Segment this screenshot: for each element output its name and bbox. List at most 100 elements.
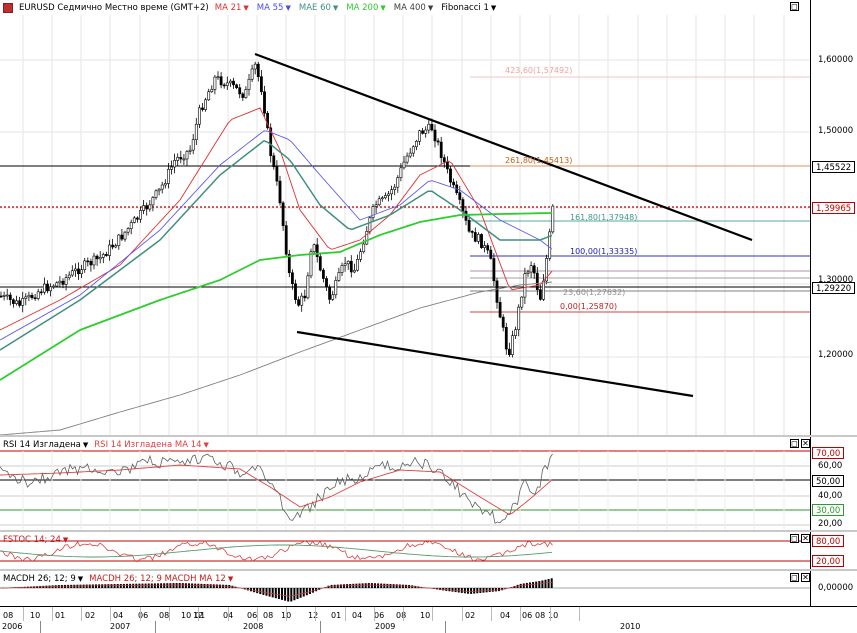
macd-ma-title[interactable]: MACDH 26; 12; 9 MACDH MA 12 ▼ [89,573,234,584]
indicator-label-0[interactable]: MA 21 ▼ [214,2,249,13]
macd-pane[interactable]: MACDH 26; 12; 9 ▼ MACDH 26; 12; 9 MACDH M… [0,571,857,606]
rsi-ma-line [0,464,553,515]
rsi-tick-30: 30,00 [812,504,845,516]
price-pane-header: EURUSD Седмично Местно време (GMT+2) MA … [3,1,496,14]
pane-splitter[interactable] [0,569,857,571]
indicator-label-3[interactable]: MA 200 ▼ [346,2,386,13]
chart-symbol-icon[interactable] [3,2,13,13]
candle-body [225,82,229,86]
indicator-label-1[interactable]: MA 55 ▼ [256,2,291,13]
time-axis-divider [23,607,24,621]
macd-bar [122,583,125,588]
candle-body [486,245,490,251]
macd-bar [281,588,283,600]
indicator-label-2[interactable]: MAE 60 ▼ [298,2,339,13]
macd-plot-area[interactable] [0,571,810,606]
stoch-pane-header: FSTOC 14; 24 ▼ [3,533,68,546]
stoch-plot-area[interactable] [0,532,810,569]
time-axis-divider [286,607,287,621]
macd-bar [535,581,538,588]
candle-body [204,99,208,110]
macd-bar [147,583,150,588]
time-axis-month-label: 08 [535,611,546,620]
time-axis-month-label: 08 [159,611,170,620]
pane-splitter[interactable] [0,435,857,437]
macd-bar [132,583,135,588]
macd-bar [361,583,364,588]
stoch-pane[interactable]: FSTOC 14; 24 ▼ ◻ ✕ 80,00 20,00 [0,532,857,569]
restore-icon[interactable]: ◻ [790,573,799,582]
chevron-down-icon[interactable]: ▼ [332,3,339,12]
macd-bar [544,579,547,588]
close-icon[interactable]: ✕ [801,534,810,543]
chevron-down-icon[interactable]: ▼ [285,3,291,12]
price-chart[interactable] [0,0,810,436]
candle-body [467,220,471,232]
macd-chart[interactable] [0,571,810,606]
macd-bar [305,588,308,596]
stoch-title[interactable]: FSTOC 14; 24 ▼ [3,534,69,545]
rsi-ma-title[interactable]: RSI 14 Изгладена MA 14 ▼ [94,439,209,450]
price-pane[interactable]: EURUSD Седмично Местно време (GMT+2) MA … [0,0,857,436]
stoch-chart[interactable] [0,532,810,569]
rsi-tick-20: 20,00 [818,519,843,529]
candle-body [269,127,273,157]
rsi-plot-area[interactable] [0,437,810,530]
candle-body [418,130,421,142]
rsi-pane[interactable]: RSI 14 Изгладена ▼ RSI 14 Изгладена MA 14… [0,437,857,530]
close-icon[interactable]: ✕ [801,573,810,582]
macd-bar [538,581,541,588]
candle-body [349,260,353,273]
chevron-down-icon[interactable]: ▼ [243,3,249,12]
candle-body [427,123,431,131]
time-axis-year-divider [40,621,41,633]
candle-body [15,300,18,304]
macd-bar [389,584,392,588]
time-axis-month-label: 10 [30,611,41,620]
macd-bar [380,583,383,588]
pane-splitter[interactable] [0,530,857,532]
candle-body [216,76,220,79]
chevron-down-icon[interactable]: ▼ [427,3,434,12]
candle-body [154,190,158,198]
time-axis-year-label: 2007 [110,622,131,631]
candle-body [167,169,170,184]
mae60-line [0,139,553,351]
macd-bar [191,583,194,588]
candle-body [18,300,22,306]
macd-bar [488,588,491,593]
restore-icon[interactable]: ◻ [790,2,799,11]
candle-body [449,168,452,183]
rsi-chart[interactable] [0,437,810,530]
close-icon[interactable]: ✕ [801,439,810,448]
chart-title[interactable]: EURUSD Седмично Местно време (GMT+2) [19,2,209,13]
stoch-tick-80: 80,00 [812,535,845,547]
chevron-down-icon[interactable]: ▼ [380,3,386,12]
ma400-line [0,281,553,436]
macd-bar [157,583,159,588]
macd-bar [525,582,528,588]
time-axis[interactable]: 0810010204060810120104060810120104060810… [0,606,857,633]
time-axis-divider [169,607,170,621]
macd-title[interactable]: MACDH 26; 12; 9 ▼ [3,573,84,584]
macd-bar [153,583,156,588]
price-tick: 1,20000 [818,350,854,360]
macd-bar [299,588,302,598]
macd-bar [200,583,203,588]
macd-bar [529,582,531,588]
indicator-label-4[interactable]: MA 400 ▼ [393,2,434,13]
candle-body [396,177,400,188]
fib-label-100: 100,00(1,33335) [570,247,638,256]
candle-body [151,197,155,206]
candle-body [371,206,375,219]
price-tick: 1,30000 [818,275,854,285]
restore-icon[interactable]: ◻ [790,439,799,448]
time-axis-month-label: 10 [420,611,431,620]
indicator-label-5[interactable]: Fibonacci 1 ▼ [441,2,497,13]
candle-body [545,258,549,282]
candle-body [2,294,6,297]
rsi-title[interactable]: RSI 14 Изгладена ▼ [3,439,89,450]
chevron-down-icon[interactable]: ▼ [490,3,497,12]
macd-bar [88,584,91,588]
restore-icon[interactable]: ◻ [790,534,799,543]
